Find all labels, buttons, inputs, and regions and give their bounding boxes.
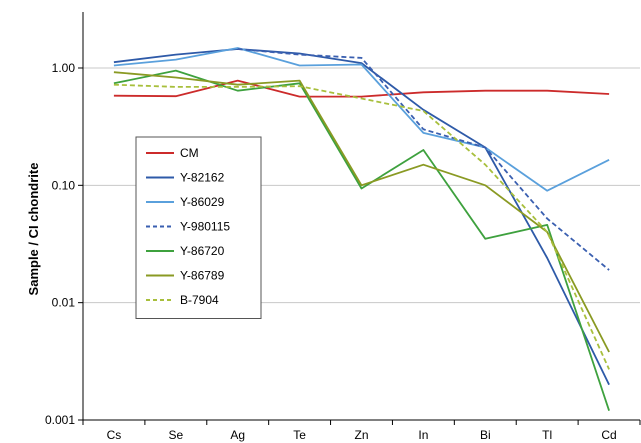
series-line	[113, 48, 610, 386]
x-tick-label: Zn	[354, 428, 368, 442]
x-tick-label: Cs	[107, 428, 122, 442]
legend-label: CM	[180, 146, 199, 160]
y-tick-label: 0.10	[52, 178, 76, 192]
legend-label: Y-82162	[180, 171, 225, 185]
x-tick-label: Bi	[480, 428, 491, 442]
legend-box	[135, 136, 262, 319]
series-line	[113, 47, 610, 192]
legend-label: Y-86029	[180, 195, 225, 209]
y-tick-label: 1.00	[52, 61, 76, 75]
x-tick-label: In	[418, 428, 428, 442]
y-tick-label: 0.01	[52, 296, 76, 310]
legend: CM Y-82162 Y-86029 Y-980115 Y-86720 Y-86789 B-…	[135, 136, 262, 319]
x-tick-label: Cd	[601, 428, 616, 442]
x-tick-label: Tl	[542, 428, 552, 442]
axes: 0.001 0.01 0.10 1.00 Cs Se Ag Te Zn In Bi Tl Cd	[45, 12, 641, 442]
series-line	[237, 48, 610, 271]
y-tick-label: 0.001	[45, 413, 75, 427]
legend-label: Y-86789	[180, 269, 225, 283]
series-lines	[113, 47, 610, 411]
series-line	[113, 79, 610, 98]
series-line	[113, 83, 610, 370]
legend-label: Y-980115	[180, 220, 230, 234]
x-tick-label: Se	[168, 428, 183, 442]
x-tick-label: Te	[293, 428, 306, 442]
legend-label: Y-86720	[180, 244, 225, 258]
series-line	[113, 71, 610, 353]
y-axis-title: Sample / CI chondrite	[26, 163, 41, 296]
legend-label: B-7904	[180, 293, 219, 307]
series-line	[113, 69, 610, 411]
x-tick-label: Ag	[230, 428, 245, 442]
